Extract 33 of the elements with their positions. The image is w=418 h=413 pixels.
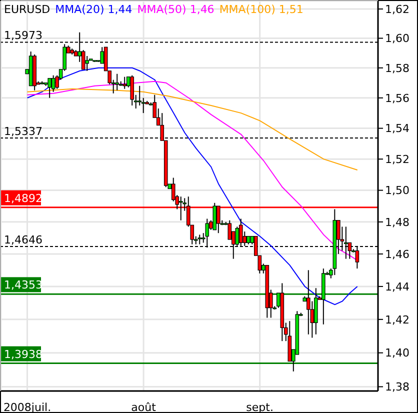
candlestick — [130, 74, 134, 106]
text: MMA(50) 1,46 — [137, 3, 214, 16]
y-tick-label: 1,58 — [385, 62, 410, 75]
ref-line-label: 1,5973 — [4, 29, 42, 42]
x-tick-label: sept. — [246, 401, 274, 413]
candlestick — [178, 196, 183, 221]
y-tick-label: 1,40 — [385, 346, 410, 360]
y-tick-label: 1,56 — [385, 92, 410, 105]
chart-title: EURUSD — [4, 3, 50, 16]
candlestick — [306, 270, 310, 335]
ref-line-label: 1,5337 — [4, 124, 42, 138]
y-tick-label: 1,50 — [385, 184, 410, 198]
x-tick-label: 2008juil. — [3, 401, 52, 413]
text: MMA(100) 1,51 — [219, 3, 304, 16]
candlestick — [212, 202, 217, 230]
y-tick-label: 1,52 — [385, 152, 410, 166]
y-tick-label: 1,48 — [385, 216, 410, 229]
x-tick-label: août — [131, 401, 157, 413]
candlestick — [85, 55, 89, 72]
candlestick — [122, 76, 127, 90]
y-tick-label: 1,44 — [385, 280, 410, 294]
text: MMA(20) 1,44 — [55, 3, 132, 16]
y-tick-label: 1,54 — [385, 122, 410, 136]
candlestick — [48, 78, 52, 98]
y-tick-label: 1,42 — [385, 313, 410, 326]
y-tick-label: 1,60 — [385, 32, 410, 46]
ref-line-label: 1,4646 — [4, 234, 42, 247]
y-tick-label: 1,46 — [385, 248, 410, 261]
y-tick-label: 1,38 — [385, 380, 410, 394]
candlestick — [198, 234, 202, 245]
y-tick-label: 1,62 — [385, 2, 410, 16]
ref-line-label: 1,4892 — [4, 192, 42, 205]
candlestick — [115, 73, 119, 91]
